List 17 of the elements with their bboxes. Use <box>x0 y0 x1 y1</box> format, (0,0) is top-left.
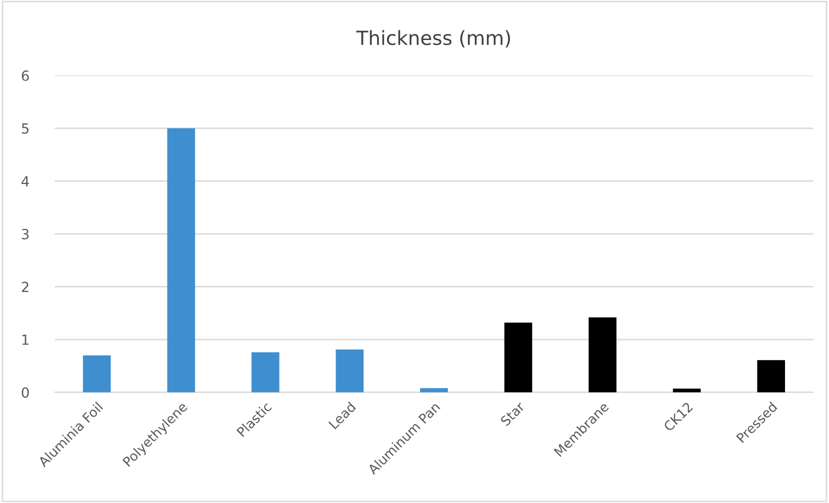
y-tick-label: 4 <box>22 176 29 186</box>
y-tick-label: 0 <box>22 387 29 398</box>
y-tick-label: 6 <box>22 70 29 81</box>
bar <box>167 128 196 392</box>
chart-title: Thickness (mm) <box>356 30 510 48</box>
bar <box>420 388 448 392</box>
y-tick-label: 2 <box>22 282 28 292</box>
bar <box>504 322 532 392</box>
bar <box>252 352 280 392</box>
bar <box>82 355 111 392</box>
bar <box>757 360 786 392</box>
y-tick-label: 3 <box>22 228 29 240</box>
bar <box>336 350 364 392</box>
bar <box>588 317 616 392</box>
y-tick-label: 5 <box>22 123 28 134</box>
y-tick-label: 1 <box>22 334 28 345</box>
bar <box>672 388 701 392</box>
